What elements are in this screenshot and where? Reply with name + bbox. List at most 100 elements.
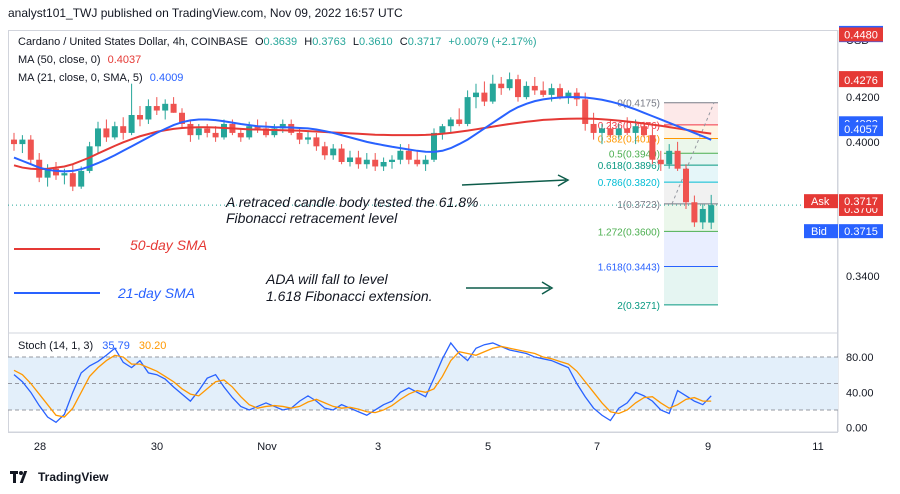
- price-tag-bg: [839, 27, 883, 42]
- bid-label-bg: [804, 224, 838, 239]
- candle-body: [44, 168, 51, 178]
- price-axis-tag: 0.4480: [839, 27, 883, 42]
- open-value: 0.3639: [263, 36, 298, 48]
- candle-body: [179, 112, 185, 124]
- ma50-label: MA (50, close, 0): [18, 54, 101, 66]
- candle-body: [557, 88, 563, 98]
- fib-level-label: 0.236(0.4076): [598, 121, 660, 132]
- candle-body: [86, 146, 93, 171]
- annotation-fall-line2: 1.618 Fibonacci extension.: [266, 288, 433, 304]
- symbol-title[interactable]: Cardano / United States Dollar, 4h, COIN…: [18, 36, 248, 48]
- fib-band: [664, 102, 718, 125]
- candle-body: [19, 139, 26, 145]
- candle-body: [708, 205, 715, 223]
- candle-body: [246, 126, 253, 138]
- candle-body: [590, 123, 597, 133]
- candle-body: [69, 173, 76, 187]
- candle-body: [657, 159, 664, 165]
- candle-body: [683, 168, 689, 203]
- stoch-d-line: [13, 345, 712, 418]
- candle-body: [313, 137, 320, 147]
- candle-body: [473, 92, 479, 98]
- candle-body: [397, 150, 404, 160]
- fib-level-label: 1(0.3723): [617, 200, 660, 211]
- price-tag-text: 0.4057: [844, 124, 878, 136]
- fib-level-label: 0.618(0.3896): [598, 161, 660, 172]
- candle-body: [187, 123, 194, 136]
- ma21-legend[interactable]: MA (21, close, 0, SMA, 5) 0.4009: [18, 72, 183, 84]
- fib-level-label: 2(0.3271): [617, 301, 660, 312]
- candle-body: [565, 92, 572, 98]
- close-value: 0.3717: [407, 36, 442, 48]
- ask-price-bg: [839, 194, 883, 209]
- stoch-k-line: [13, 341, 712, 424]
- ma21-label: MA (21, close, 0, SMA, 5): [18, 72, 143, 84]
- fib-trend-line: [671, 102, 715, 205]
- time-axis-tick: 5: [485, 441, 491, 453]
- candle-body: [271, 128, 278, 136]
- candle-body: [464, 97, 471, 124]
- candle-body: [573, 92, 580, 100]
- stoch-legend[interactable]: Stoch (14, 1, 3) 35.79 30.20: [18, 340, 166, 352]
- candle-body: [456, 119, 463, 124]
- footer-brand[interactable]: TradingView: [10, 470, 108, 484]
- candle-body: [137, 115, 143, 120]
- symbol-legend: Cardano / United States Dollar, 4h, COIN…: [18, 36, 537, 48]
- candle-body: [615, 128, 622, 136]
- candle-body: [489, 83, 496, 102]
- candle-body: [53, 168, 59, 176]
- candle-body: [221, 123, 227, 138]
- candle-body: [372, 159, 379, 167]
- annotation-retrace-arrow: [461, 179, 567, 186]
- stoch-axis-tick: 40.00: [846, 387, 874, 399]
- candle-body: [120, 126, 127, 133]
- time-axis-tick: 7: [594, 441, 600, 453]
- change-value: +0.0079 (+2.17%): [448, 36, 537, 48]
- candle-body: [481, 92, 488, 102]
- annotation-fall-line1: ADA will fall to level: [265, 271, 389, 287]
- candle-body: [321, 146, 328, 156]
- stoch-k-value: 35.79: [102, 340, 130, 352]
- candle-body: [237, 132, 244, 138]
- candle-body: [540, 90, 547, 95]
- high-label: H: [304, 36, 313, 48]
- fib-band: [664, 165, 718, 183]
- candle-body: [355, 157, 362, 165]
- ma50-line: [13, 117, 712, 171]
- annotation-retrace-line1: A retraced candle body tested the 61.8%: [225, 194, 478, 210]
- price-axis-tag: 0.4276: [839, 73, 883, 88]
- candle-body: [27, 139, 34, 160]
- price-axis-tick: 0.4200: [846, 92, 880, 104]
- candle-body: [699, 208, 706, 223]
- candle-body: [363, 159, 370, 165]
- candle-body: [153, 106, 160, 111]
- candle-body: [632, 126, 639, 133]
- ma50-legend[interactable]: MA (50, close, 0) 0.4037: [18, 54, 141, 66]
- price-tag-text: 0.4276: [844, 75, 878, 87]
- candle-body: [128, 115, 135, 133]
- price-tag-bg: [839, 122, 883, 137]
- candle-body: [263, 128, 269, 136]
- open-label: O: [254, 36, 264, 48]
- price-axis-tick: 0.4000: [846, 137, 880, 149]
- stoch-axis-tick: 0.00: [846, 423, 867, 435]
- close-label: C: [399, 36, 408, 48]
- price-tag-bg: [839, 73, 883, 88]
- candle-body: [447, 119, 454, 127]
- stoch-d-value: 30.20: [138, 340, 167, 352]
- candle-body: [212, 132, 219, 138]
- fib-level-label: 1.272(0.3600): [598, 227, 660, 238]
- annotation-retrace-line2: Fibonacci retracement level: [226, 210, 398, 226]
- candle-body: [599, 128, 605, 133]
- low-value: 0.3610: [359, 36, 393, 48]
- candle-body: [111, 126, 118, 138]
- candle-body: [95, 128, 101, 147]
- ma21-value: 0.4009: [149, 72, 184, 84]
- time-axis-tick: 11: [812, 441, 823, 453]
- annotation-sma21: 21-day SMA: [117, 285, 195, 301]
- time-axis-tick: 9: [705, 441, 711, 453]
- candle-body: [380, 161, 387, 167]
- candle-body: [330, 148, 337, 156]
- candle-body: [531, 85, 538, 91]
